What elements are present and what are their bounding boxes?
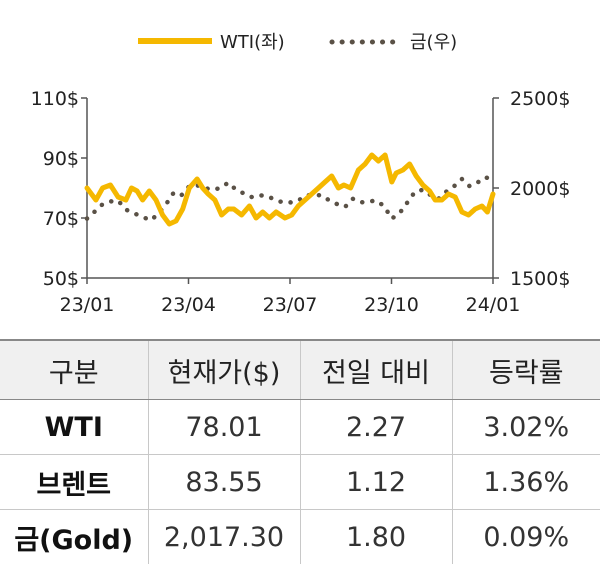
y-right-tick-label: 1500$: [510, 268, 570, 290]
header-price: 현재가($): [148, 340, 300, 400]
table-header-row: 구분 현재가($) 전일 대비 등락률: [0, 340, 600, 400]
legend-wti-label: WTI(좌): [220, 32, 285, 53]
row-label: WTI: [0, 400, 148, 455]
y-axis-left: 110$ 90$ 70$ 50$: [31, 88, 87, 290]
row-rate: 3.02%: [452, 400, 600, 455]
price-chart: WTI(좌) 금(우) 110$ 90$ 70$ 50$ 2500$ 2000$ 1500…: [0, 0, 600, 330]
row-label: 금(Gold): [0, 510, 148, 564]
y-right-tick-label: 2500$: [510, 88, 570, 110]
x-tick-label: 23/07: [263, 294, 318, 316]
table-row: 금(Gold) 2,017.30 1.80 0.09%: [0, 510, 600, 564]
price-table: 구분 현재가($) 전일 대비 등락률 WTI 78.01 2.27 3.02%…: [0, 339, 600, 564]
chart-legend: WTI(좌) 금(우): [138, 32, 457, 53]
row-rate: 1.36%: [452, 455, 600, 510]
y-left-tick-label: 70$: [43, 208, 79, 230]
y-left-tick-label: 90$: [43, 148, 79, 170]
x-tick-label: 24/01: [466, 294, 521, 316]
row-price: 2,017.30: [148, 510, 300, 564]
row-price: 78.01: [148, 400, 300, 455]
header-change: 전일 대비: [300, 340, 452, 400]
y-left-tick-label: 50$: [43, 268, 79, 290]
y-right-tick-label: 2000$: [510, 178, 570, 200]
series-layer: [87, 155, 493, 224]
row-label: 브렌트: [0, 455, 148, 510]
x-axis: 23/01 23/04 23/07 23/10 24/01: [60, 278, 521, 316]
header-rate: 등락률: [452, 340, 600, 400]
legend-gold-label: 금(우): [410, 32, 457, 53]
header-category: 구분: [0, 340, 148, 400]
x-tick-label: 23/01: [60, 294, 115, 316]
row-price: 83.55: [148, 455, 300, 510]
row-change: 1.80: [300, 510, 452, 564]
y-left-tick-label: 110$: [31, 88, 79, 110]
x-tick-label: 23/10: [364, 294, 419, 316]
plot-frame: [87, 98, 493, 278]
x-tick-label: 23/04: [161, 294, 216, 316]
series-wti-line: [87, 155, 493, 224]
row-rate: 0.09%: [452, 510, 600, 564]
row-change: 1.12: [300, 455, 452, 510]
table-row: 브렌트 83.55 1.12 1.36%: [0, 455, 600, 510]
y-axis-right: 2500$ 2000$ 1500$: [493, 88, 570, 290]
row-change: 2.27: [300, 400, 452, 455]
table-row: WTI 78.01 2.27 3.02%: [0, 400, 600, 455]
